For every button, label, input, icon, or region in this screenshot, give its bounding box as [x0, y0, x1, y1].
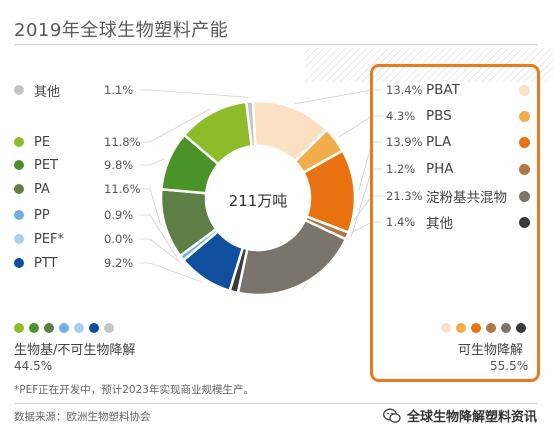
- watermark-text: 全球生物降解塑料资讯: [407, 410, 538, 425]
- right-legend-item: 13.9% PLA: [386, 132, 530, 152]
- legend-pct: 13.4%: [386, 83, 423, 97]
- right-group-label: 可生物降解: [458, 343, 524, 358]
- legend-pct: 11.6%: [104, 182, 141, 196]
- legend-name: PLA: [426, 134, 452, 150]
- group-dot: [501, 323, 511, 333]
- wechat-icon: [383, 408, 401, 423]
- donut-slices: [159, 99, 357, 297]
- legend-name: PET: [34, 157, 58, 173]
- legend-name: PA: [34, 181, 50, 197]
- group-dot: [59, 323, 69, 333]
- legend-swatch: [519, 136, 530, 148]
- legend-name: PP: [34, 207, 50, 223]
- chart-title: 2019年全球生物塑料产能: [14, 20, 229, 41]
- legend-swatch: [14, 137, 24, 147]
- legend-swatch: [519, 84, 530, 96]
- group-dot: [14, 323, 24, 333]
- group-dot: [456, 323, 466, 333]
- leader-line: [140, 108, 211, 143]
- watermark: 全球生物降解塑料资讯: [383, 406, 537, 425]
- legend-swatch: [519, 110, 530, 122]
- legend-name: PHA: [426, 161, 454, 177]
- legend-pct: 0.9%: [104, 208, 134, 222]
- group-dot: [486, 323, 496, 333]
- group-dot: [516, 323, 526, 333]
- right-legend-item: 13.4% PBAT: [386, 80, 530, 100]
- group-dot: [74, 323, 84, 333]
- legend-swatch: [519, 190, 530, 202]
- left-group-pct: 44.5%: [14, 359, 53, 373]
- leader-line: [140, 158, 166, 166]
- legend-name: PBS: [426, 108, 452, 124]
- legend-name: PBAT: [426, 82, 460, 98]
- biodegradable-box: [370, 64, 540, 382]
- left-legend-item: PE 11.8%: [14, 132, 141, 152]
- legend-pct: 0.0%: [104, 232, 134, 246]
- group-dot: [29, 323, 39, 333]
- left-legend-item: PP 0.9%: [14, 205, 133, 225]
- legend-name: PE: [34, 134, 51, 150]
- right-group-pct: 55.5%: [490, 359, 529, 373]
- group-dot: [89, 323, 99, 333]
- left-legend-item: PA 11.6%: [14, 179, 141, 199]
- data-source: 数据来源：欧洲生物塑料协会: [14, 411, 151, 423]
- group-dot: [104, 323, 114, 333]
- legend-name: 淀粉基共混物: [426, 190, 507, 206]
- legend-name: PEF*: [34, 231, 65, 247]
- footnote: *PEF正在开发中，预计2023年实现商业规模生产。: [14, 384, 254, 396]
- legend-swatch: [14, 160, 24, 170]
- footer-divider: [14, 403, 538, 404]
- legend-swatch: [519, 163, 530, 175]
- left-legend-item: PET 9.8%: [14, 155, 133, 175]
- right-legend-item: 1.2% PHA: [386, 159, 530, 179]
- legend-name: 其他: [426, 216, 453, 232]
- leader-line: [140, 262, 203, 283]
- group-dot: [471, 323, 481, 333]
- legend-swatch: [14, 234, 24, 244]
- legend-swatch: [14, 184, 24, 194]
- legend-name: PTT: [34, 255, 58, 271]
- left-group-label: 生物基/不可生物降解: [14, 343, 136, 358]
- center-label: 211万吨: [229, 192, 288, 210]
- leader-line: [140, 89, 250, 98]
- left-legend-item: PTT 9.2%: [14, 253, 133, 273]
- leader-line: [140, 238, 181, 264]
- legend-swatch: [14, 85, 24, 95]
- legend-swatch: [14, 258, 24, 268]
- title-divider: [14, 44, 538, 45]
- legend-pct: 13.9%: [386, 135, 423, 149]
- left-legend-item: PEF* 0.0%: [14, 229, 133, 249]
- legend-swatch: [519, 216, 530, 228]
- group-dot: [44, 323, 54, 333]
- right-group-dots: [441, 323, 526, 333]
- legend-swatch: [14, 210, 24, 220]
- left-group-dots: [14, 323, 114, 333]
- group-dot: [441, 323, 451, 333]
- legend-pct: 21.3%: [386, 189, 423, 203]
- legend-pct: 1.2%: [386, 162, 416, 176]
- legend-pct: 1.4%: [386, 215, 416, 229]
- legend-pct: 9.2%: [104, 256, 134, 270]
- legend-pct: 9.8%: [104, 158, 134, 172]
- left-legend-item: 其他 1.1%: [14, 80, 133, 100]
- leader-line: [140, 214, 179, 261]
- legend-pct: 4.3%: [386, 109, 416, 123]
- legend-pct: 1.1%: [104, 83, 134, 97]
- right-legend-item: 4.3% PBS: [386, 106, 530, 126]
- right-legend-item: 1.4% 其他: [386, 212, 530, 232]
- leader-line: [140, 188, 162, 226]
- right-legend-item: 21.3% 淀粉基共混物: [386, 186, 530, 206]
- slice-bio-4: [236, 218, 348, 297]
- slice-bio-based-12: [244, 99, 257, 148]
- legend-name: 其他: [34, 84, 61, 100]
- legend-pct: 11.8%: [104, 135, 141, 149]
